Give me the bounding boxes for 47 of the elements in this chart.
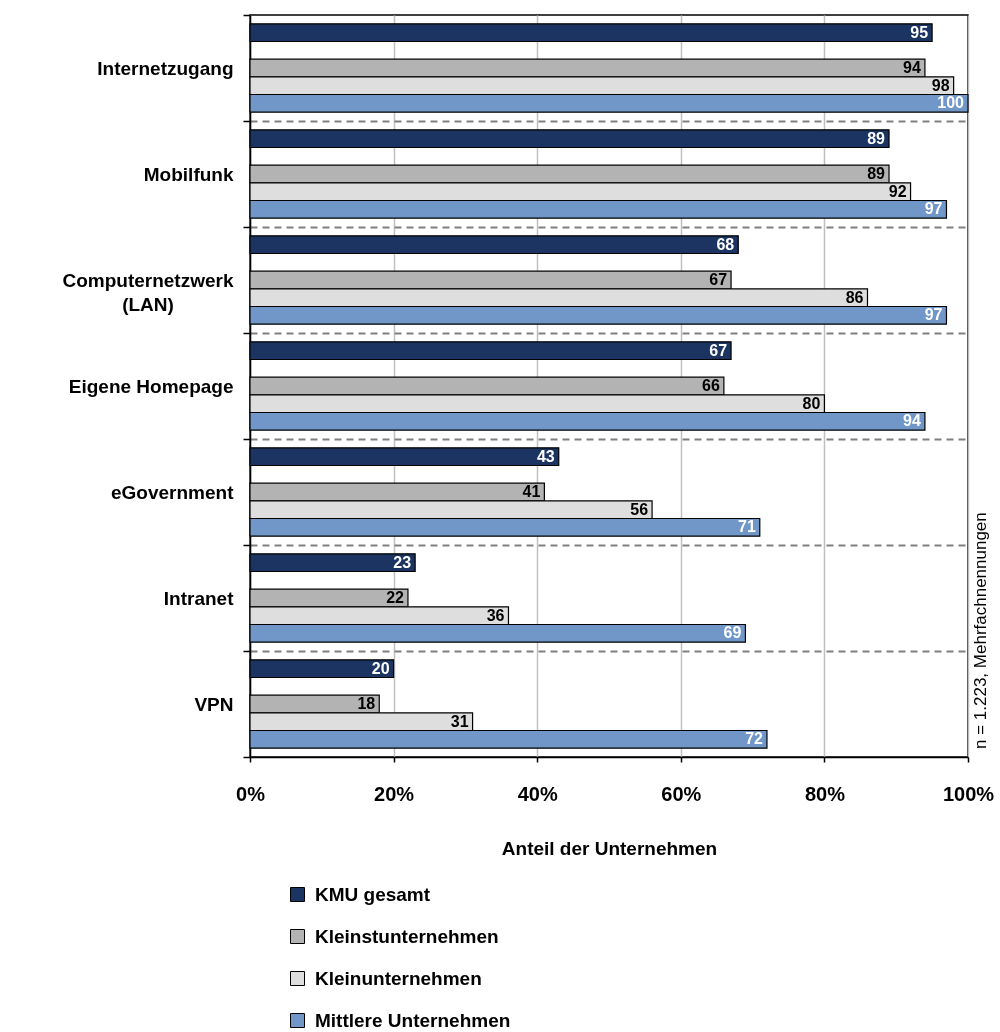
y-tick-label: Intranet [163, 587, 235, 609]
data-label: 97 [924, 306, 943, 324]
data-label: 71 [737, 518, 756, 536]
data-label: 98 [931, 76, 950, 94]
x-tick-label: 20% [374, 782, 415, 805]
data-label: 94 [903, 59, 922, 76]
y-tick-label: Internetzugang [97, 57, 234, 79]
data-label: 92 [888, 182, 907, 200]
data-label: 69 [723, 624, 742, 642]
y-tick-label: eGovernment [111, 481, 235, 503]
legend-label: Kleinstunternehmen [315, 925, 499, 947]
data-label: 66 [702, 377, 720, 394]
data-label: 95 [910, 23, 929, 41]
legend-label: KMU gesamt [315, 883, 431, 905]
data-label: 86 [845, 288, 864, 306]
data-label: 43 [536, 447, 555, 465]
data-label: 31 [450, 712, 469, 730]
data-label: 97 [924, 200, 943, 218]
x-tick-label: 80% [804, 782, 846, 805]
data-label: 22 [386, 589, 405, 606]
x-tick-label: 40% [517, 782, 558, 805]
data-label: 89 [867, 165, 886, 182]
data-label: 100 [937, 94, 965, 112]
data-label: 36 [486, 606, 505, 624]
x-tick-label: 0% [236, 782, 266, 805]
data-label: 89 [867, 129, 886, 147]
y-tick-label: Computernetzwerk (LAN) [62, 269, 234, 315]
y-tick-label: VPN [194, 693, 234, 715]
x-tick-label: 60% [661, 782, 702, 805]
data-label: 56 [630, 500, 649, 518]
x-tick-label: 100% [942, 782, 995, 805]
text: n = 1.223, Mehrfachnennungen [971, 512, 990, 749]
y-tick-label: Mobilfunk [143, 163, 234, 185]
data-label: 67 [709, 271, 728, 288]
legend-label: Mittlere Unternehmen [315, 1009, 511, 1031]
data-label: 68 [716, 235, 735, 253]
y-tick-label: Eigene Homepage [68, 375, 234, 397]
data-label: 23 [393, 553, 412, 571]
data-label: 18 [357, 695, 376, 712]
data-label: 41 [522, 483, 541, 500]
data-label: 67 [709, 341, 728, 359]
data-label: 20 [371, 659, 390, 677]
data-label: 94 [903, 412, 922, 430]
legend-label: Kleinunternehmen [315, 967, 482, 989]
x-axis-title: Anteil der Unternehmen [501, 837, 718, 859]
data-label: 80 [802, 394, 821, 412]
data-label: 72 [745, 730, 764, 748]
